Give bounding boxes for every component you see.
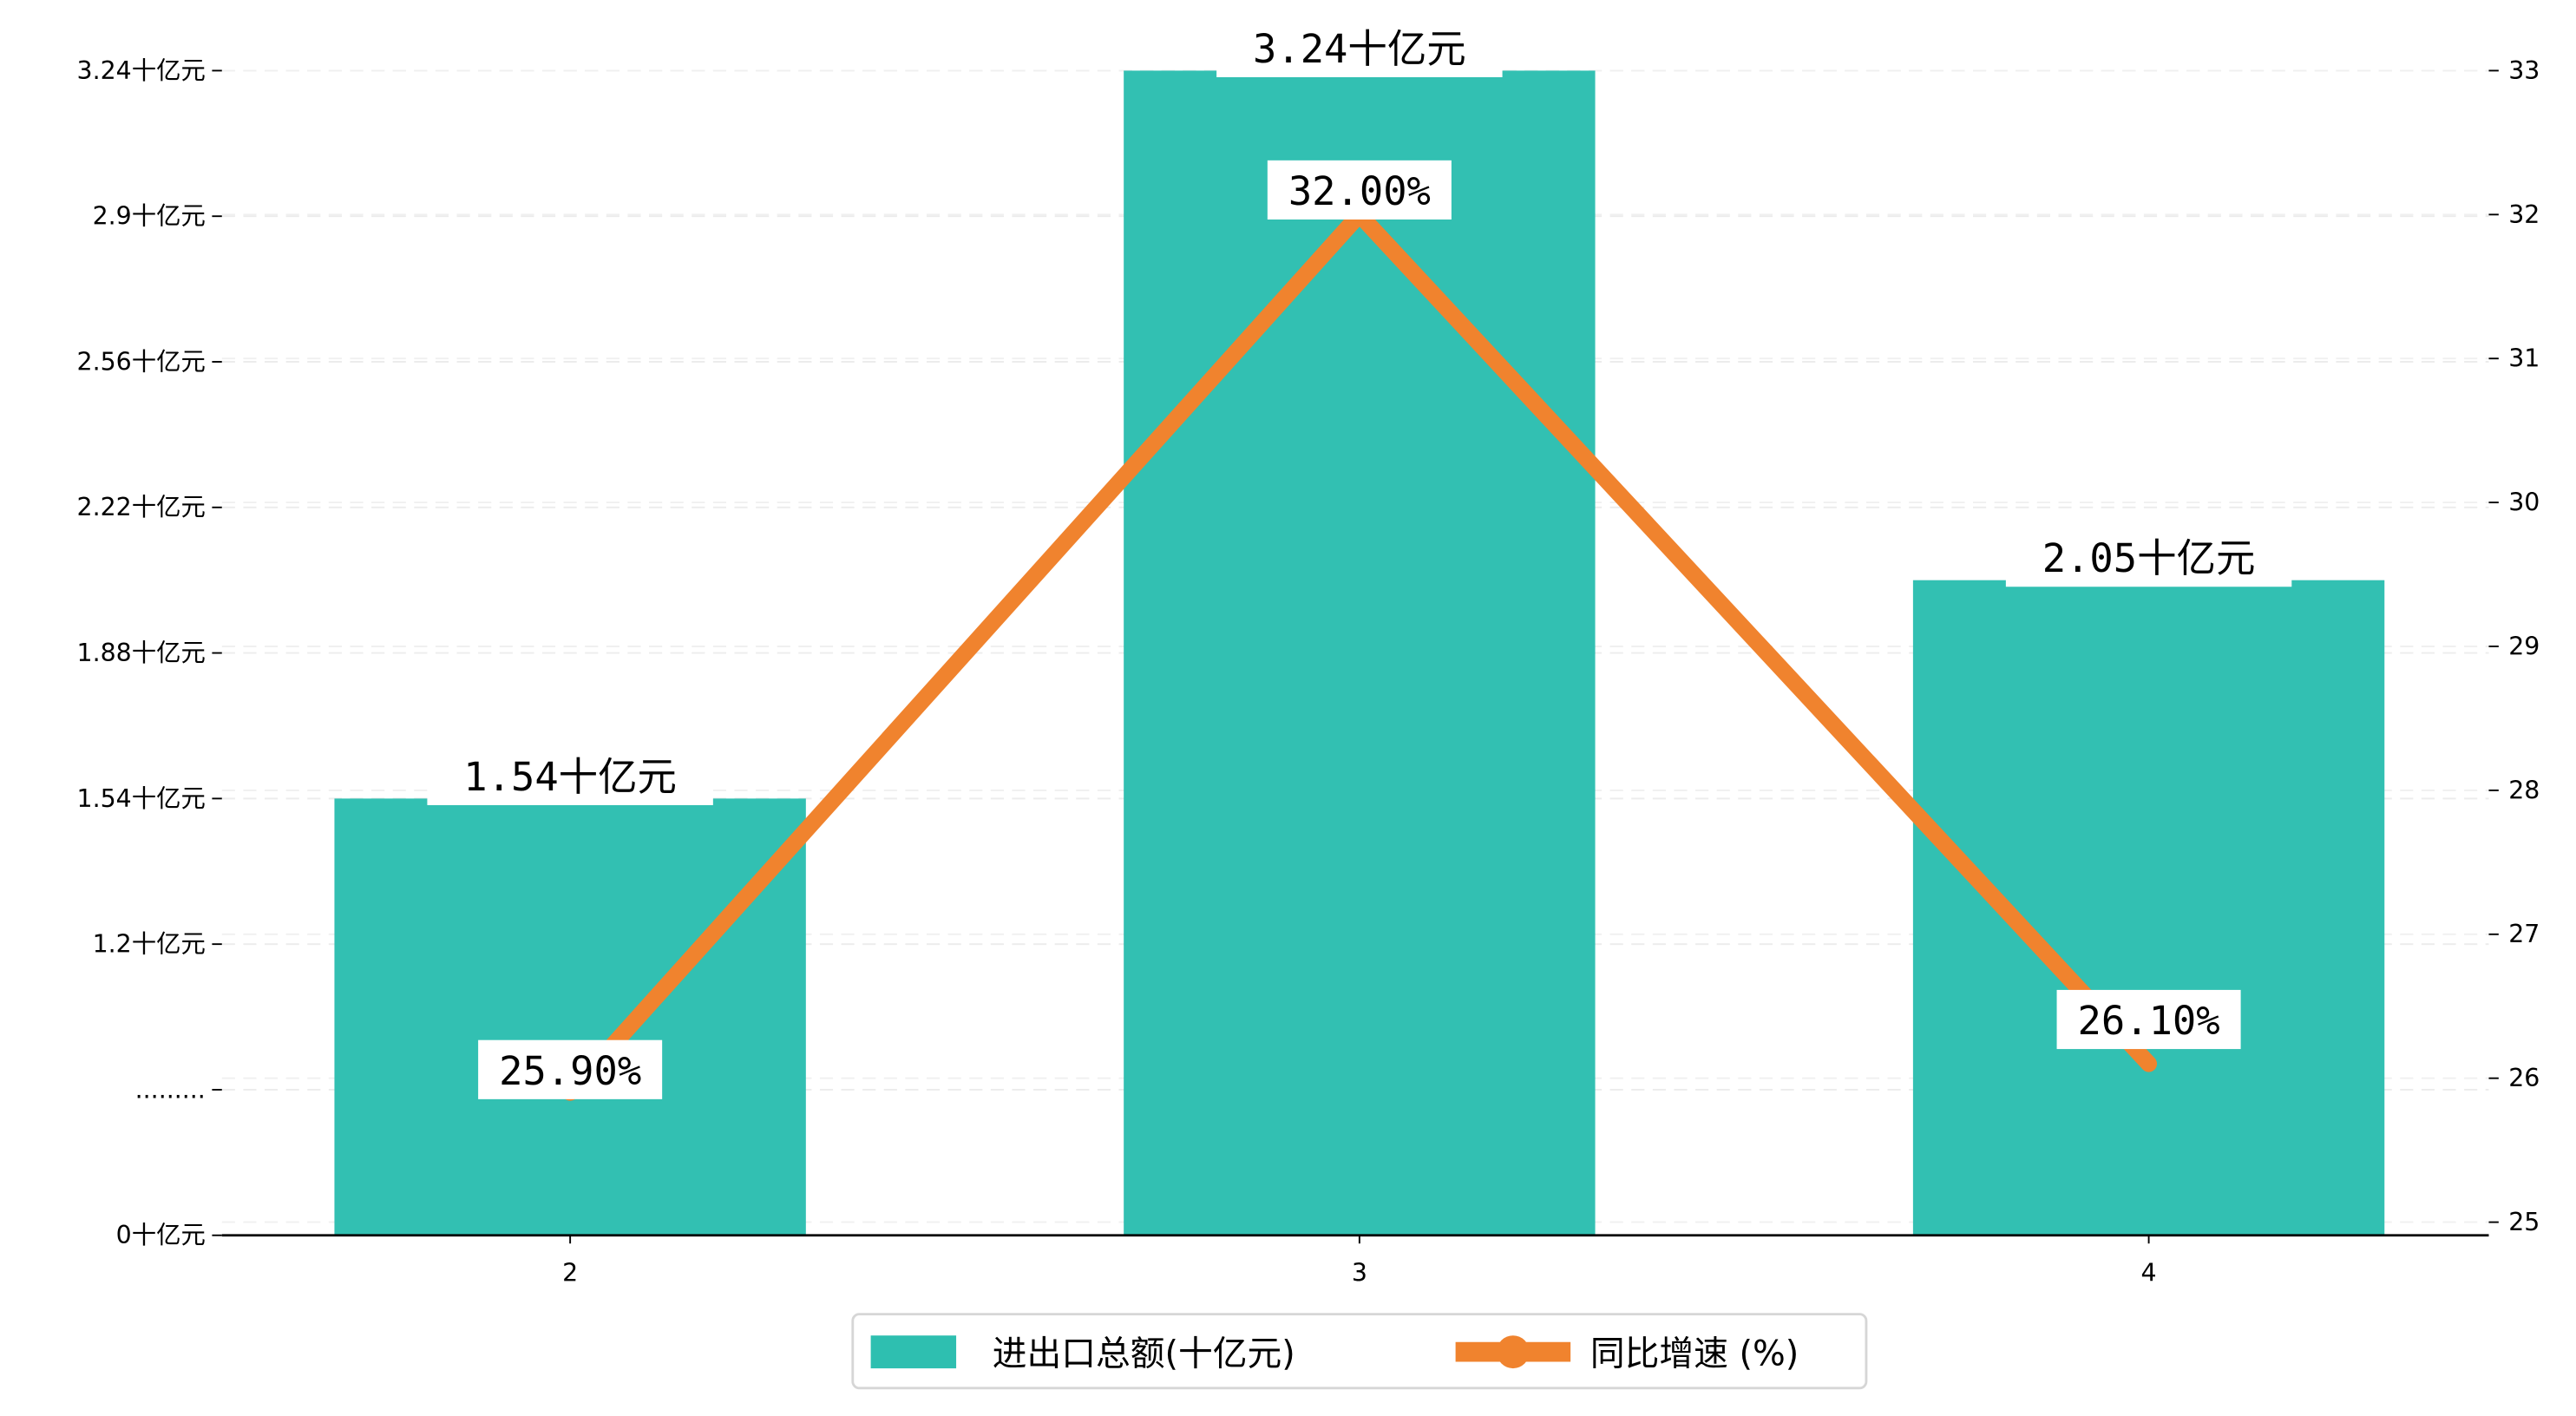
bar	[334, 798, 806, 1236]
growth-value-label: 32.00%	[1288, 168, 1431, 214]
right-tick-label: 31	[2508, 344, 2540, 373]
left-tick-label: 0十亿元	[116, 1221, 206, 1249]
growth-value-label-bg	[1267, 160, 1452, 220]
axes: 0十亿元......... 1.2十亿元 1.54十亿元 1.88十亿元 2.22十亿元…	[77, 56, 2540, 1288]
bar-value-label-bg	[2005, 528, 2292, 587]
right-tick-label: 29	[2508, 632, 2540, 660]
growth-value-label: 25.90%	[499, 1048, 641, 1094]
growth-value-label-bg	[2056, 989, 2241, 1050]
left-tick-label: 1.2十亿元	[93, 930, 206, 959]
bar	[1124, 70, 1596, 1236]
left-tick-label: 1.88十亿元	[77, 639, 206, 667]
right-tick-label: 26	[2508, 1064, 2540, 1092]
left-tick-label: 3.24十亿元	[77, 56, 206, 85]
left-tick-label: .........	[135, 1075, 206, 1104]
left-tick-label: 2.56十亿元	[77, 347, 206, 376]
legend-bar-swatch	[870, 1335, 957, 1369]
right-tick-label: 25	[2508, 1208, 2540, 1236]
legend-box	[851, 1313, 1868, 1390]
right-tick-label: 30	[2508, 488, 2540, 517]
right-tick-label: 28	[2508, 776, 2540, 804]
legend-label-line: 同比增速 (%)	[1590, 1334, 1799, 1373]
growth-value-label: 26.10%	[2078, 998, 2220, 1044]
x-tick-label: 4	[2141, 1259, 2157, 1288]
right-tick-label: 32	[2508, 200, 2540, 229]
growth-value-label-bg	[478, 1039, 663, 1099]
bar-value-label: 1.54十亿元	[463, 754, 677, 800]
x-tick-label: 2	[562, 1259, 578, 1288]
left-tick-label: 1.54十亿元	[77, 784, 206, 813]
bar-value-label: 3.24十亿元	[1253, 26, 1466, 72]
bar-value-label: 2.05十亿元	[2042, 535, 2256, 581]
right-tick-label: 33	[2508, 56, 2540, 85]
bar	[1912, 580, 2385, 1236]
left-tick-label: 2.22十亿元	[77, 493, 206, 521]
data-labels: 1.54十亿元 3.24十亿元 2.05十亿元 25.90% 32.00% 26.10%	[427, 17, 2292, 1099]
right-tick-label: 27	[2508, 920, 2540, 948]
line-point	[2140, 1055, 2158, 1072]
bar-value-label-bg	[1216, 17, 1503, 77]
left-tick-label: 2.9十亿元	[93, 202, 206, 231]
legend-marker-icon	[1496, 1335, 1530, 1369]
x-tick-label: 3	[1352, 1259, 1367, 1288]
legend: 进出口总额(十亿元) 同比增速 (%)	[851, 1313, 1868, 1390]
bars	[334, 70, 2385, 1236]
bar-value-label-bg	[427, 745, 713, 805]
legend-label-bar: 进出口总额(十亿元)	[993, 1334, 1295, 1373]
